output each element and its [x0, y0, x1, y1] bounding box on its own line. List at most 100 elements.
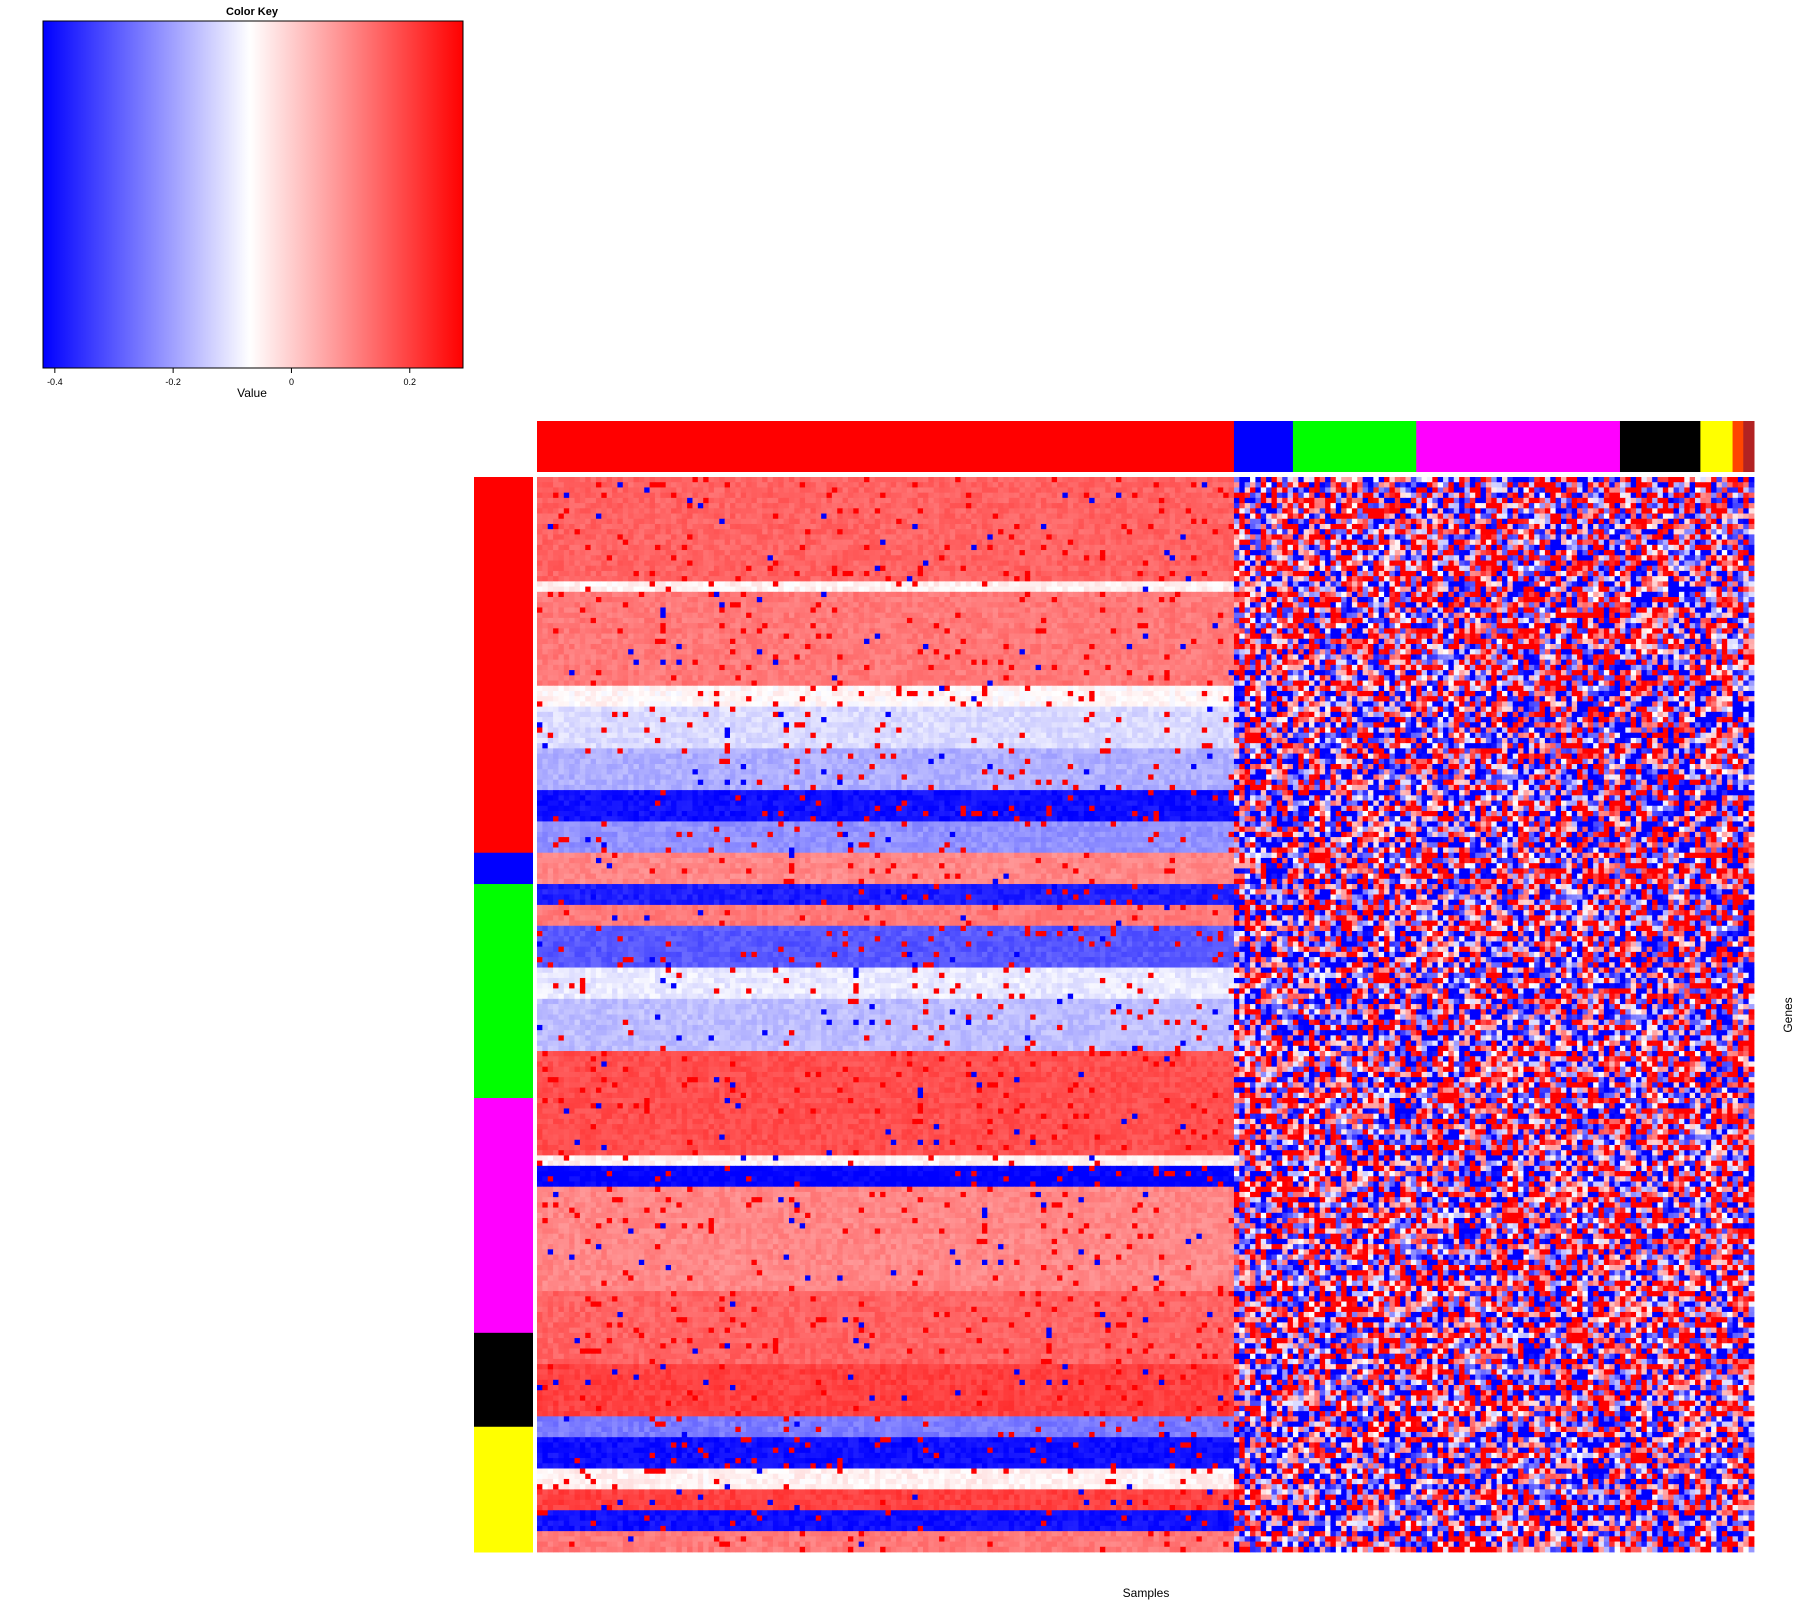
- heatmap-cell: [746, 482, 752, 488]
- heatmap-cell: [1566, 487, 1572, 493]
- heatmap-cell: [617, 487, 623, 493]
- heatmap-cell: [1116, 482, 1122, 488]
- heatmap-cell: [1513, 477, 1519, 483]
- heatmap-cell: [891, 482, 897, 488]
- heatmap-cell: [1556, 482, 1562, 488]
- heatmap-cell: [1154, 482, 1160, 488]
- heatmap-cell: [1223, 482, 1229, 488]
- heatmap-cell: [912, 487, 918, 493]
- heatmap-cell: [537, 477, 543, 483]
- heatmap-cell: [1593, 477, 1599, 483]
- heatmap-cell: [1341, 487, 1347, 493]
- heatmap-cell: [869, 482, 875, 488]
- heatmap-cell: [1207, 477, 1213, 483]
- heatmap-cell: [1341, 477, 1347, 483]
- heatmap-cell: [1041, 477, 1047, 483]
- heatmap-cell: [1631, 477, 1637, 483]
- heatmap-cell: [1684, 477, 1690, 483]
- heatmap-cell: [1416, 477, 1422, 483]
- heatmap-cell: [1320, 477, 1326, 483]
- heatmap-cell: [1684, 482, 1690, 488]
- heatmap-cell: [1411, 487, 1417, 493]
- heatmap-cell: [907, 477, 913, 483]
- color-key-tick-label: -0.2: [165, 377, 181, 387]
- heatmap-cell: [1266, 477, 1272, 483]
- heatmap-cell: [1384, 477, 1390, 483]
- heatmap-cell: [1459, 482, 1465, 488]
- heatmap-cell: [746, 477, 752, 483]
- heatmap-cell: [961, 477, 967, 483]
- heatmap-cell: [1389, 482, 1395, 488]
- heatmap-cell: [805, 487, 811, 493]
- heatmap-cell: [1658, 477, 1664, 483]
- heatmap-cell: [655, 487, 661, 493]
- heatmap-cell: [655, 482, 661, 488]
- heatmap-cell: [1448, 487, 1454, 493]
- heatmap-cell: [971, 487, 977, 493]
- heatmap-cell: [1486, 482, 1492, 488]
- heatmap-cell: [1073, 482, 1079, 488]
- heatmap-cell: [751, 487, 757, 493]
- heatmap-cell: [1743, 477, 1749, 483]
- heatmap-cell: [1352, 477, 1358, 483]
- heatmap-cell: [650, 482, 656, 488]
- heatmap-cell: [575, 482, 581, 488]
- heatmap-cell: [1357, 487, 1363, 493]
- heatmap-cell: [1046, 477, 1052, 483]
- heatmap-cell: [1497, 487, 1503, 493]
- heatmap-cell: [1111, 477, 1117, 483]
- heatmap-cell: [1159, 477, 1165, 483]
- heatmap-cell: [564, 487, 570, 493]
- heatmap-cell: [1277, 482, 1283, 488]
- heatmap-cell: [1727, 477, 1733, 483]
- heatmap-cell: [1282, 487, 1288, 493]
- heatmap-cell: [955, 482, 961, 488]
- heatmap-cell: [671, 477, 677, 483]
- heatmap-cell: [1320, 487, 1326, 493]
- heatmap-cell: [1293, 487, 1299, 493]
- heatmap-cell: [1057, 477, 1063, 483]
- heatmap-cell: [993, 477, 999, 483]
- heatmap-cell: [1175, 482, 1181, 488]
- heatmap-cell: [880, 477, 886, 483]
- heatmap-cell: [1121, 487, 1127, 493]
- heatmap-cell: [1540, 487, 1546, 493]
- heatmap-cell: [719, 477, 725, 483]
- heatmap-cell: [1186, 477, 1192, 483]
- heatmap-cell: [553, 477, 559, 483]
- heatmap-cell: [580, 477, 586, 483]
- heatmap-cell: [1400, 477, 1406, 483]
- heatmap-cell: [1588, 482, 1594, 488]
- color-key-tick-label: -0.4: [47, 377, 63, 387]
- heatmap-cell: [1336, 487, 1342, 493]
- heatmap-cell: [639, 487, 645, 493]
- heatmap-cell: [944, 487, 950, 493]
- heatmap-cell: [1030, 487, 1036, 493]
- heatmap-cell: [1636, 477, 1642, 483]
- heatmap-cell: [1170, 482, 1176, 488]
- heatmap-cell: [1164, 477, 1170, 483]
- heatmap-cell: [1255, 477, 1261, 483]
- heatmap-cell: [1304, 482, 1310, 488]
- heatmap-cell: [1438, 482, 1444, 488]
- heatmap-cell: [950, 477, 956, 483]
- heatmap-cell: [1647, 477, 1653, 483]
- heatmap-cell: [676, 482, 682, 488]
- heatmap-cell: [821, 487, 827, 493]
- heatmap-cell: [1470, 482, 1476, 488]
- heatmap-cell: [741, 487, 747, 493]
- heatmap-cell: [1191, 477, 1197, 483]
- heatmap-cell: [1518, 482, 1524, 488]
- heatmap-cell: [1620, 482, 1626, 488]
- heatmap-cell: [1089, 477, 1095, 483]
- heatmap-cell: [998, 487, 1004, 493]
- heatmap-cell: [971, 482, 977, 488]
- color-key-gradient: [43, 21, 463, 368]
- heatmap-cell: [1330, 477, 1336, 483]
- heatmap-cell: [1068, 487, 1074, 493]
- heatmap-cell: [1062, 482, 1068, 488]
- heatmap-cell: [1309, 487, 1315, 493]
- heatmap-cell: [864, 482, 870, 488]
- heatmap-cell: [928, 482, 934, 488]
- heatmap-cell: [1550, 482, 1556, 488]
